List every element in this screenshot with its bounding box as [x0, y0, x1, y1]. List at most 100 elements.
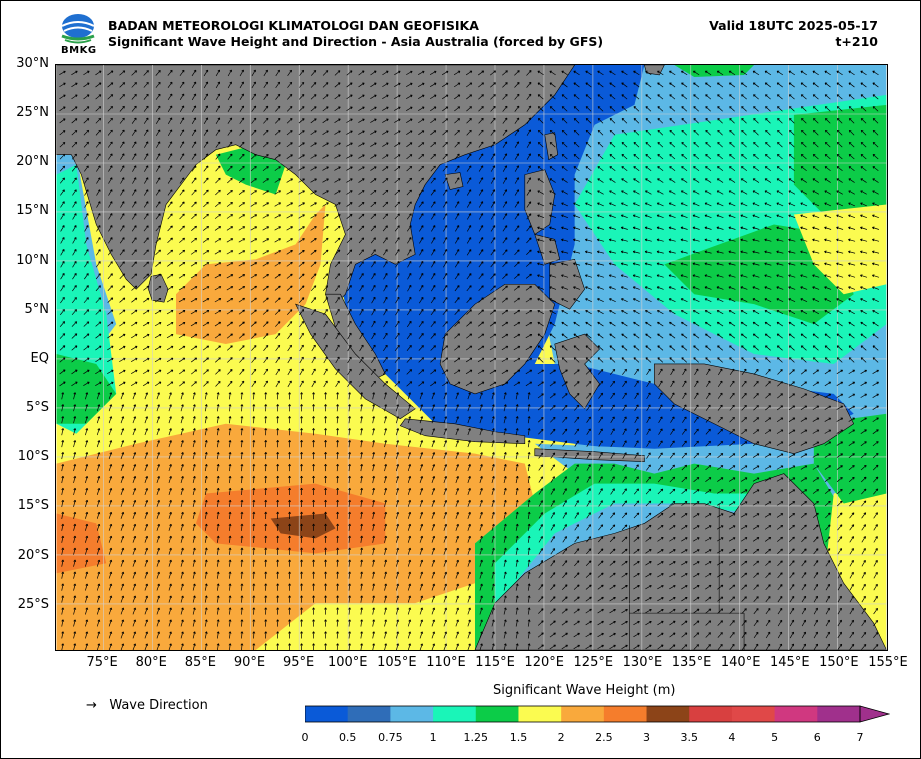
wave-arrow — [382, 118, 389, 123]
wave-arrow — [525, 321, 533, 327]
wave-arrow — [561, 226, 569, 230]
wave-arrow — [788, 310, 796, 315]
wave-arrow — [848, 274, 856, 278]
wave-arrow — [71, 94, 78, 100]
lon-label: 115°E — [475, 655, 515, 670]
wave-arrow — [143, 237, 149, 244]
wave-arrow — [346, 225, 353, 232]
wave-arrow — [776, 333, 783, 339]
wave-arrow — [801, 141, 807, 148]
wave-arrow — [298, 178, 305, 183]
wave-arrow — [478, 285, 484, 292]
wave-arrow — [179, 189, 185, 196]
wave-arrow — [107, 321, 114, 327]
wave-arrow — [107, 345, 114, 351]
wave-arrow — [632, 274, 640, 278]
wave-arrow — [716, 250, 724, 254]
wave-arrow — [776, 262, 784, 266]
wave-arrow — [693, 141, 699, 148]
wave-arrow — [358, 190, 365, 195]
wave-arrow — [717, 106, 723, 112]
wave-arrow — [788, 190, 796, 195]
wave-arrow — [764, 321, 772, 327]
wave-arrow — [597, 129, 604, 136]
wave-arrow — [752, 202, 760, 207]
wave-arrow — [490, 225, 496, 232]
wave-arrow — [417, 70, 425, 76]
wave-arrow — [370, 178, 377, 183]
wave-arrow — [765, 154, 771, 160]
wave-arrow — [776, 178, 784, 183]
wave-arrow — [609, 190, 616, 195]
wave-arrow — [120, 213, 125, 220]
wave-arrow — [442, 153, 448, 160]
wave-arrow — [274, 226, 281, 231]
wave-arrow — [526, 165, 531, 172]
wave-arrow — [537, 310, 544, 315]
wave-arrow — [382, 178, 389, 184]
wave-arrow — [407, 260, 412, 268]
wave-arrow — [824, 94, 831, 100]
wave-arrow — [310, 154, 317, 159]
wave-arrow — [490, 189, 496, 196]
wave-arrow — [812, 141, 819, 148]
wave-arrow — [202, 250, 210, 255]
wave-arrow — [154, 321, 162, 327]
wave-arrow — [573, 190, 580, 195]
wave-arrow — [155, 273, 162, 279]
wave-arrow — [95, 70, 102, 76]
wave-arrow — [836, 262, 844, 266]
colorbar-tick: 1.5 — [509, 731, 528, 744]
wave-arrow — [406, 118, 413, 123]
wave-arrow — [644, 262, 652, 266]
wave-arrow — [322, 106, 329, 112]
wave-arrow — [549, 141, 556, 148]
wave-arrow — [740, 250, 748, 254]
wave-arrow — [95, 273, 101, 280]
wave-arrow — [872, 94, 879, 100]
wave-arrow — [848, 214, 856, 219]
wave-arrow — [226, 226, 234, 231]
wave-arrow — [860, 106, 867, 112]
wave-arrow — [107, 70, 114, 76]
wave-arrow — [346, 154, 353, 159]
lat-label: 10°N — [16, 252, 49, 268]
wave-arrow — [359, 332, 364, 340]
wave-arrow — [764, 178, 772, 183]
wave-arrow — [716, 310, 724, 315]
wave-arrow — [537, 94, 544, 100]
wave-arrow — [717, 94, 724, 100]
wave-arrow — [717, 166, 724, 172]
wave-arrow — [334, 82, 341, 88]
wave-arrow — [59, 94, 66, 100]
wave-arrow — [871, 250, 880, 254]
wave-arrow — [394, 237, 400, 244]
wave-arrow — [334, 178, 341, 183]
wave-arrow — [632, 238, 640, 242]
wave-arrow — [358, 213, 365, 220]
wave-arrow — [239, 129, 245, 136]
wave-arrow — [466, 153, 472, 160]
wave-arrow — [478, 213, 484, 220]
wave-arrow — [383, 249, 388, 256]
lon-label: 150°E — [819, 655, 859, 670]
wave-arrow — [478, 141, 484, 148]
wave-arrow — [656, 298, 664, 302]
wave-arrow — [645, 333, 652, 339]
wave-arrow — [238, 286, 246, 291]
wave-arrow — [454, 201, 460, 208]
wave-arrow — [621, 333, 628, 339]
wave-arrow — [214, 298, 222, 303]
wave-arrow — [419, 225, 424, 232]
wave-arrow — [753, 94, 759, 100]
wave-arrow — [155, 129, 161, 136]
wave-arrow — [573, 274, 581, 278]
wave-arrow — [167, 165, 173, 172]
wave-arrow — [561, 310, 568, 315]
wave-arrow — [753, 141, 759, 148]
wave-arrow — [454, 94, 461, 100]
wave-arrow — [166, 298, 174, 303]
wave-arrow — [502, 285, 508, 291]
wave-arrow — [824, 166, 831, 172]
wave-arrow — [131, 297, 138, 303]
